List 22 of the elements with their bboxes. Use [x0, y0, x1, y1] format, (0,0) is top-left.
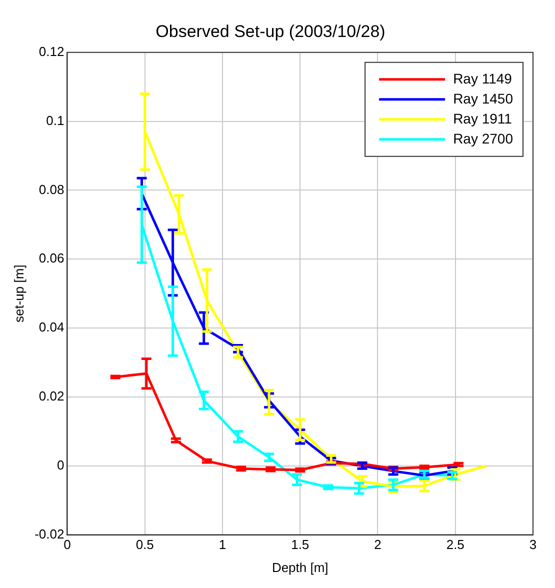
x-tick-label: 3	[529, 537, 537, 552]
y-tick-label: 0.04	[38, 320, 64, 335]
point	[418, 479, 431, 492]
x-tick-label: 2	[374, 537, 382, 552]
y-tick-label: 0.1	[46, 112, 64, 128]
legend-label: Ray 1911	[453, 110, 512, 126]
legend-label: Ray 1450	[453, 90, 514, 106]
x-tick-label: 1	[218, 537, 226, 552]
legend-label: Ray 2700	[453, 130, 514, 146]
x-tick-label: 1.5	[291, 537, 310, 552]
y-tick-label: 0.06	[38, 250, 64, 266]
y-tick-label: 0	[56, 457, 64, 472]
y-tick-label: 0.12	[38, 44, 64, 59]
x-axis-title: Depth [m]	[272, 560, 328, 575]
legend-label: Ray 1149	[453, 70, 512, 86]
y-tick-label: 0.02	[38, 388, 64, 404]
x-tick-label: 0.5	[136, 537, 154, 552]
x-tick-label: 2.5	[446, 537, 464, 552]
y-axis-title: set-up [m]	[11, 264, 26, 322]
y-tick-label: -0.02	[34, 526, 64, 542]
chart-title: Observed Set-up (2003/10/28)	[156, 22, 386, 41]
y-tick-label: 0.08	[38, 182, 64, 197]
